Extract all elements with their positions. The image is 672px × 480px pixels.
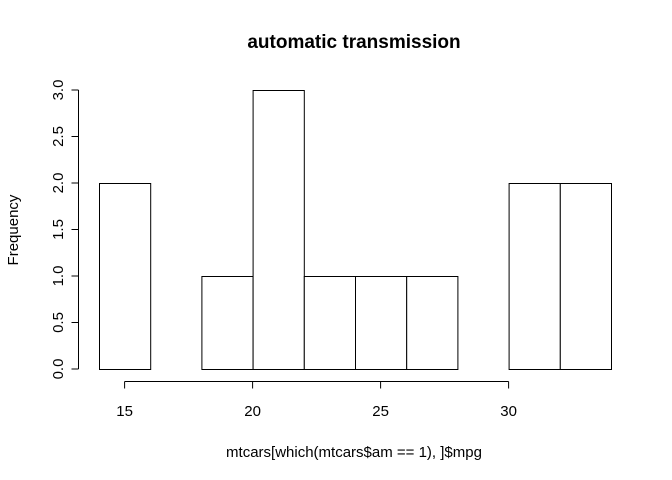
x-axis-label: mtcars[which(mtcars$am == 1), ]$mpg — [226, 444, 482, 461]
histogram-bar-8 — [508, 183, 561, 370]
y-axis-label: Frequency — [5, 194, 22, 265]
y-tick-label-3: 1.5 — [50, 219, 67, 240]
x-tick-label-2: 25 — [372, 403, 389, 420]
bars-group — [99, 90, 612, 370]
histogram-bar-9 — [559, 183, 612, 370]
y-tick-label-6: 3.0 — [50, 80, 67, 101]
histogram-bar-0 — [99, 183, 152, 370]
x-tick-label-3: 30 — [500, 403, 517, 420]
y-tick-label-2: 1.0 — [50, 266, 67, 287]
y-tick-label-1: 0.5 — [50, 312, 67, 333]
histogram-bar-3 — [252, 90, 305, 370]
x-axis: 15 20 25 30 — [116, 381, 517, 420]
x-tick-label-1: 20 — [244, 403, 261, 420]
chart-title: automatic transmission — [247, 32, 460, 53]
y-tick-label-0: 0.0 — [50, 359, 67, 380]
y-tick-label-5: 2.5 — [50, 126, 67, 147]
x-tick-label-0: 15 — [116, 403, 133, 420]
histogram-bar-4 — [303, 276, 356, 370]
histogram-bar-2 — [201, 276, 254, 370]
histogram-bar-5 — [355, 276, 408, 370]
histogram-bar-6 — [406, 276, 459, 370]
y-tick-label-4: 2.0 — [50, 173, 67, 194]
y-axis: 0.0 0.5 1.0 1.5 2.0 2.5 3.0 — [50, 80, 79, 380]
